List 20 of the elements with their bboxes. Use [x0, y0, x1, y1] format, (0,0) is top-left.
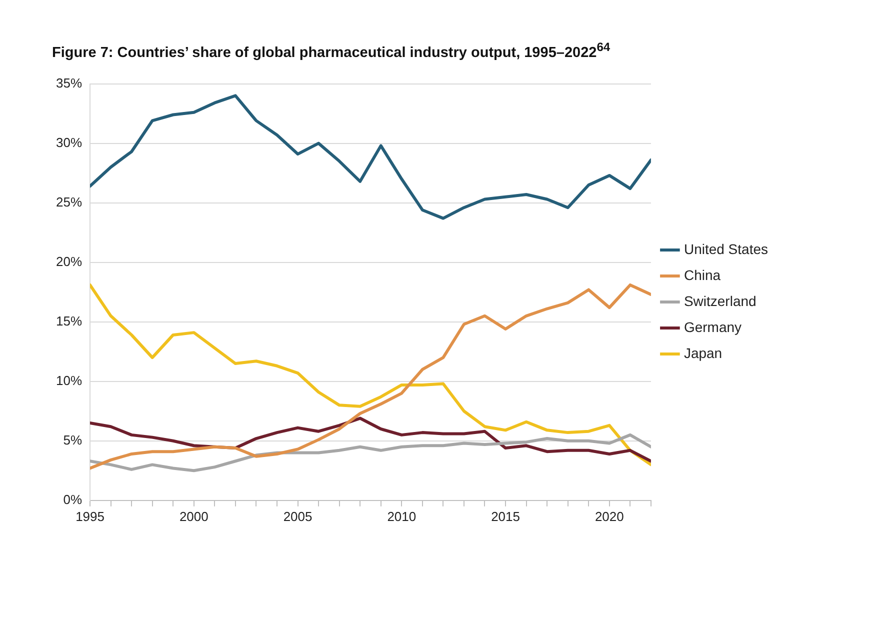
y-tick-label: 10%: [56, 372, 82, 388]
x-tick-label: 2000: [179, 508, 208, 524]
x-tick-label: 1995: [76, 508, 104, 524]
y-tick-label: 25%: [56, 194, 82, 210]
y-tick-label: 35%: [56, 75, 82, 90]
x-tick-label: 2015: [491, 508, 520, 524]
legend-label: Switzerland: [684, 292, 756, 309]
x-tick-label: 2005: [283, 508, 312, 524]
y-tick-label: 5%: [63, 432, 82, 448]
legend-label: China: [684, 266, 721, 283]
legend-label: Japan: [684, 344, 722, 361]
y-tick-label: 20%: [56, 254, 82, 269]
chart-title: Figure 7: Countries’ share of global pharmaceutical industry output, 1995–2022$^{64}$: [52, 40, 612, 63]
x-tick-label: 2020: [594, 508, 624, 524]
legend-label: Germany: [684, 318, 742, 335]
y-tick-label: 0%: [63, 492, 82, 507]
legend-label: United States: [684, 240, 768, 257]
x-tick-label: 2010: [387, 508, 416, 524]
y-tick-label: 15%: [56, 313, 82, 328]
y-tick-label: 30%: [56, 134, 82, 150]
